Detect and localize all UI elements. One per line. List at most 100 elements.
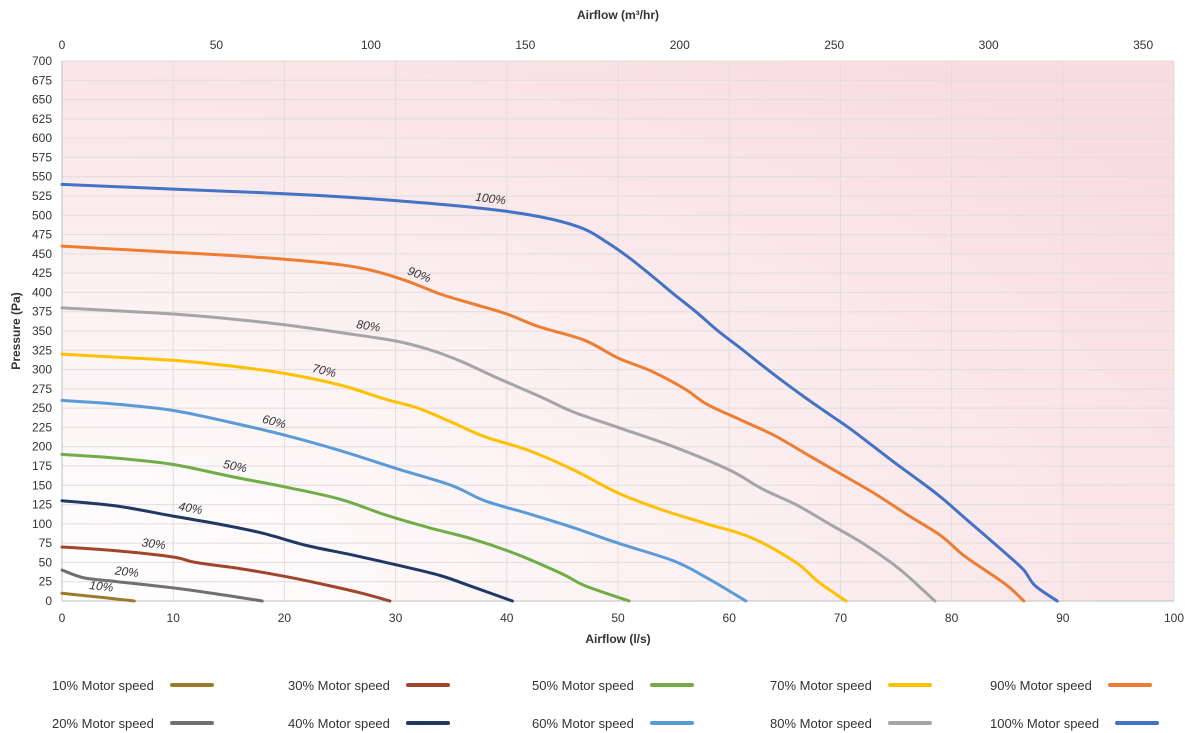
series-line <box>60 182 1059 603</box>
x-tick-label: 10 <box>167 611 181 625</box>
legend-swatch <box>887 683 932 687</box>
y-tick-label: 200 <box>32 440 52 454</box>
legend-item: 20% Motor speed <box>52 714 214 732</box>
legend-label: 40% Motor speed <box>288 715 390 731</box>
x-tick-label: 100 <box>1164 611 1184 625</box>
legend-item: 100% Motor speed <box>990 714 1160 732</box>
x2-tick-label: 300 <box>979 38 999 52</box>
y-tick-label: 75 <box>39 536 53 550</box>
series-curve-label: 40% <box>178 499 204 517</box>
series-curve-label: 20% <box>113 563 140 580</box>
y-tick-label: 475 <box>32 228 52 242</box>
legend-item: 80% Motor speed <box>770 714 932 732</box>
y-tick-label: 350 <box>32 324 52 338</box>
legend-swatch <box>169 683 214 687</box>
legend-label: 70% Motor speed <box>770 677 872 693</box>
y-tick-label: 100 <box>32 517 52 531</box>
legend-label: 100% Motor speed <box>990 715 1100 731</box>
legend-swatch <box>405 683 450 687</box>
x-tick-label: 0 <box>59 611 66 625</box>
series-line <box>60 545 392 603</box>
y-axis-title: Pressure (Pa) <box>9 292 23 369</box>
x-tick-label: 60 <box>723 611 737 625</box>
curve-labels: 10%20%30%40%50%60%70%80%90%100% <box>89 190 507 595</box>
x-tick-label: 20 <box>278 611 292 625</box>
x2-axis-title: Airflow (m³/hr) <box>577 8 659 22</box>
y-tick-label: 425 <box>32 266 52 280</box>
series-lines <box>60 182 1059 603</box>
x-tick-label: 90 <box>1056 611 1070 625</box>
series-line <box>60 499 514 603</box>
y-tick-label: 325 <box>32 343 52 357</box>
y-tick-label: 175 <box>32 459 52 473</box>
y-tick-label: 550 <box>32 170 52 184</box>
series-line <box>60 244 1026 603</box>
y-tick-label: 700 <box>32 54 52 68</box>
series-line <box>60 452 631 603</box>
series-line <box>60 591 136 603</box>
legend-label: 50% Motor speed <box>532 677 634 693</box>
y-tick-label: 0 <box>45 594 52 608</box>
legend-swatch <box>1107 683 1152 687</box>
y-tick-label: 500 <box>32 208 52 222</box>
x2-tick-label: 0 <box>59 38 66 52</box>
y-tick-label: 375 <box>32 305 52 319</box>
series-curve-label: 60% <box>261 412 288 432</box>
y-tick-label: 50 <box>39 555 53 569</box>
legend-swatch <box>405 721 450 725</box>
series-curve-label: 70% <box>311 361 338 380</box>
legend-item: 40% Motor speed <box>288 714 450 732</box>
x2-tick-label: 250 <box>824 38 844 52</box>
x2-tick-label: 100 <box>361 38 381 52</box>
x-tick-label: 80 <box>945 611 959 625</box>
legend-swatch <box>649 683 694 687</box>
x2-tick-label: 350 <box>1133 38 1153 52</box>
y-tick-label: 575 <box>32 150 52 164</box>
y-tick-label: 600 <box>32 131 52 145</box>
y-tick-label: 225 <box>32 420 52 434</box>
legend-item: 70% Motor speed <box>770 676 932 694</box>
x2-tick-label: 150 <box>515 38 535 52</box>
x-tick-label: 40 <box>500 611 514 625</box>
legend-swatch <box>649 721 694 725</box>
x-tick-label: 70 <box>834 611 848 625</box>
legend-item: 50% Motor speed <box>532 676 694 694</box>
y-tick-label: 250 <box>32 401 52 415</box>
legend-item: 10% Motor speed <box>52 676 214 694</box>
chart-svg: 0255075100125150175200225250275300325350… <box>9 8 1184 646</box>
series-line <box>60 352 848 603</box>
legend-item: 90% Motor speed <box>990 676 1152 694</box>
y-tick-label: 675 <box>32 73 52 87</box>
legend-item: 60% Motor speed <box>532 714 694 732</box>
series-curve-label: 100% <box>475 190 508 208</box>
y-tick-label: 450 <box>32 247 52 261</box>
x2-tick-label: 200 <box>670 38 690 52</box>
series-line <box>60 568 264 603</box>
y-tick-label: 150 <box>32 478 52 492</box>
y-tick-label: 525 <box>32 189 52 203</box>
y-tick-label: 275 <box>32 382 52 396</box>
series-curve-label: 50% <box>222 457 249 475</box>
y-tick-label: 25 <box>39 575 53 589</box>
legend-swatch <box>887 721 932 725</box>
axes: 0255075100125150175200225250275300325350… <box>32 38 1184 625</box>
legend-label: 60% Motor speed <box>532 715 634 731</box>
y-tick-label: 650 <box>32 93 52 107</box>
legend-label: 30% Motor speed <box>288 677 390 693</box>
y-tick-label: 125 <box>32 498 52 512</box>
legend-label: 80% Motor speed <box>770 715 872 731</box>
series-curve-label: 80% <box>355 317 381 335</box>
y-tick-label: 300 <box>32 363 52 377</box>
x-tick-label: 30 <box>389 611 403 625</box>
y-tick-label: 625 <box>32 112 52 126</box>
x-axis-title: Airflow (l/s) <box>585 632 650 646</box>
series-curve-label: 10% <box>89 578 115 595</box>
legend-item: 30% Motor speed <box>288 676 450 694</box>
legend-label: 10% Motor speed <box>52 677 154 693</box>
legend-swatch <box>1115 721 1160 725</box>
x2-tick-label: 50 <box>210 38 224 52</box>
x-tick-label: 50 <box>611 611 625 625</box>
legend-swatch <box>169 721 214 725</box>
series-line <box>60 306 937 603</box>
